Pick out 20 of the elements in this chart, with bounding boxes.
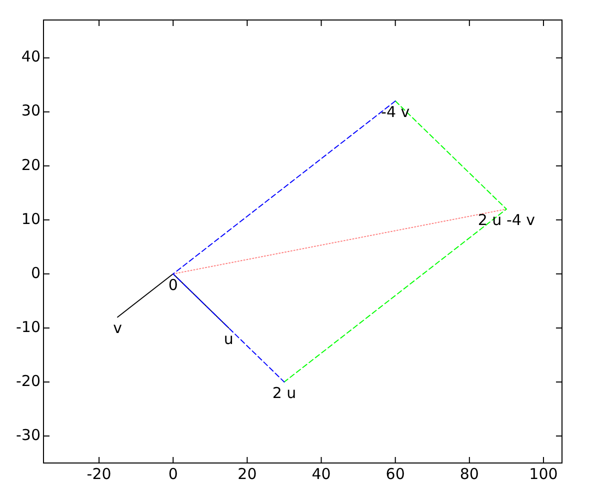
y-tick-label: 40: [21, 48, 40, 66]
y-tick-label: 30: [21, 102, 40, 120]
x-tick-label: 20: [238, 464, 257, 483]
x-tick-label: 40: [312, 464, 331, 483]
x-tick-label: 60: [386, 464, 405, 483]
x-tick-label: -20: [86, 464, 112, 483]
annotation: 2 u: [272, 384, 296, 402]
y-tick-label: 10: [21, 210, 40, 228]
y-tick-label: 0: [30, 264, 40, 282]
x-tick-label: 100: [529, 464, 558, 483]
annotation: v: [113, 319, 122, 338]
x-tick-label: 0: [168, 464, 178, 483]
y-tick-label: -30: [16, 426, 40, 444]
annotation: 2 u -4 v: [478, 210, 536, 229]
x-tick-label: 80: [460, 464, 479, 483]
annotation: 0: [168, 276, 178, 294]
y-tick-label: -10: [16, 318, 40, 336]
annotation: u: [224, 330, 234, 348]
y-tick-label: 20: [21, 156, 40, 174]
y-tick-label: -20: [16, 372, 40, 390]
